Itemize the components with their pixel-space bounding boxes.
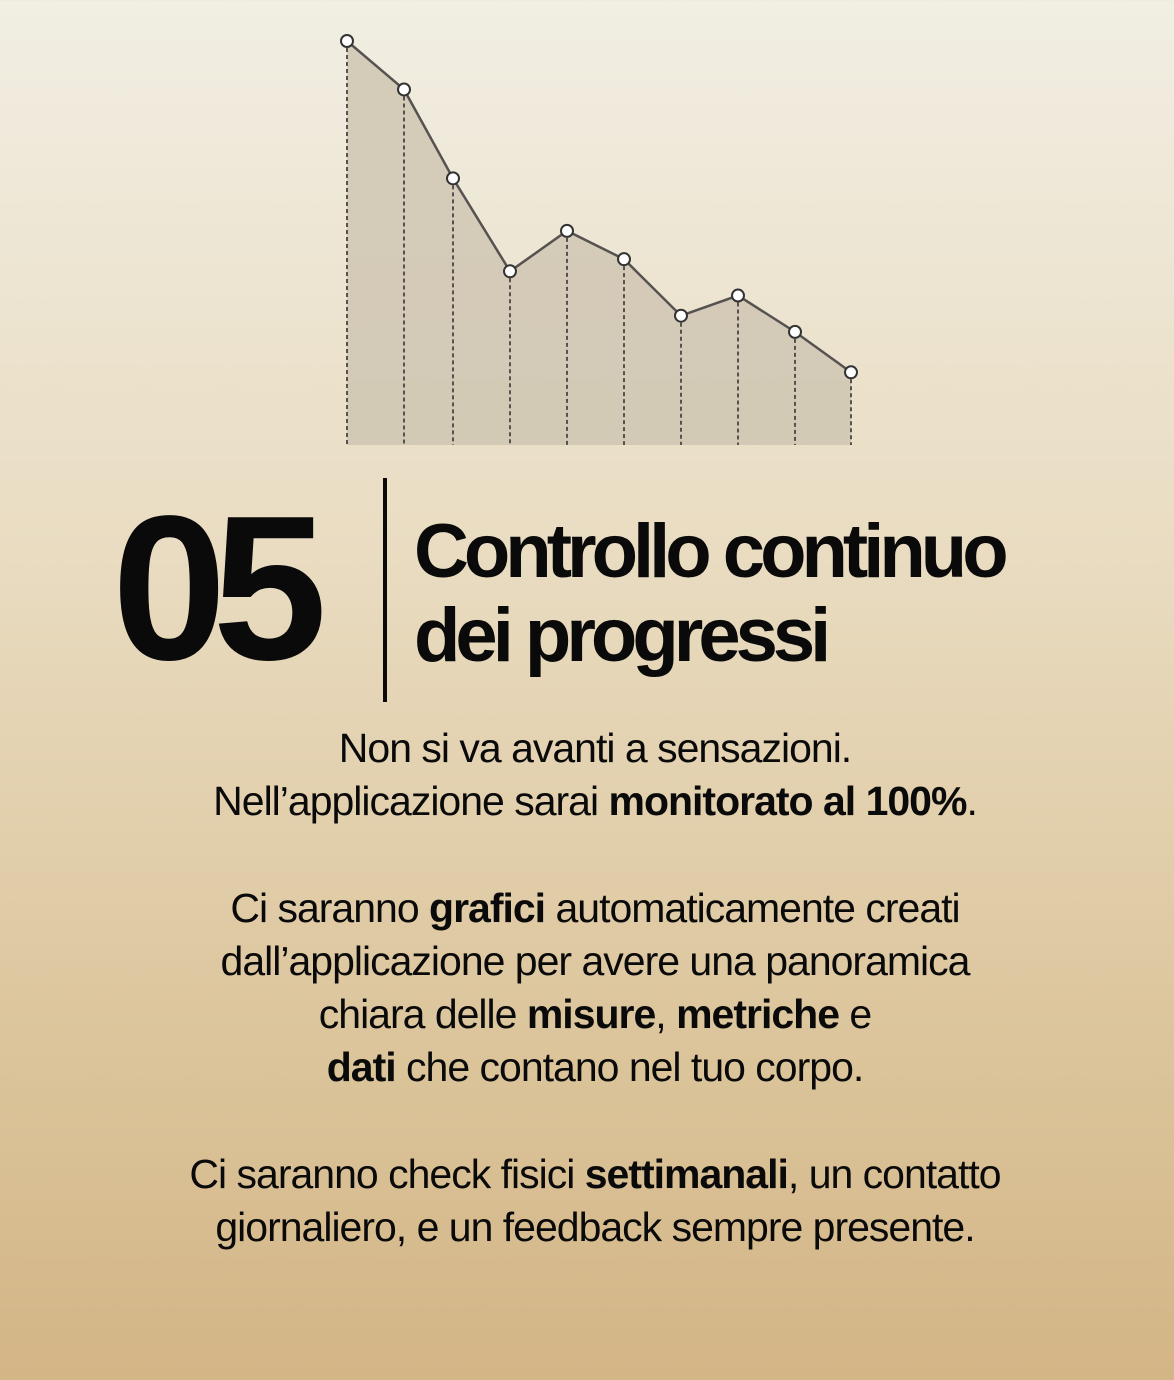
text: Ci saranno check fisici <box>189 1150 585 1197</box>
data-point <box>397 82 411 97</box>
data-point <box>560 223 574 238</box>
data-point <box>340 34 354 48</box>
data-point <box>731 288 745 303</box>
paragraph-2-line-4: dati che contano nel tuo corpo. <box>0 1041 1174 1094</box>
bold-text: grafici <box>429 884 546 931</box>
text: Nell’applicazione sarai <box>213 778 609 825</box>
bold-text: settimanali <box>584 1150 789 1197</box>
text: chiara delle <box>318 991 527 1038</box>
text: , <box>655 991 677 1038</box>
paragraph-2-line-2: dall’applicazione per avere una panorami… <box>220 937 971 984</box>
text: che contano nel tuo corpo. <box>395 1044 864 1091</box>
bold-text: misure <box>526 991 656 1038</box>
paragraph-1-line-2: Nell’applicazione sarai monitorato al 10… <box>0 775 1174 828</box>
data-point <box>617 252 631 267</box>
title-line-1: Controllo continuo <box>414 509 1009 594</box>
chart-line <box>346 40 852 374</box>
data-point <box>446 171 460 186</box>
data-point <box>788 324 802 339</box>
text: , un contatto <box>787 1150 1002 1197</box>
text: automaticamente creati <box>545 884 960 931</box>
paragraph-3-line-2: giornaliero, e un feedback sempre presen… <box>215 1204 975 1251</box>
paragraph-3-line-1: Ci saranno check fisici settimanali, un … <box>0 1148 1174 1201</box>
text: . <box>966 778 977 825</box>
data-point <box>503 264 517 279</box>
title-line-2: dei progressi <box>414 593 831 678</box>
text: Ci saranno <box>230 884 430 931</box>
paragraph-1-line-1: Non si va avanti a sensazioni. <box>338 725 852 771</box>
data-point <box>674 308 688 323</box>
section-title: Controllo continuo dei progressi <box>414 509 1009 678</box>
section-number: 05 <box>112 473 327 703</box>
body-text: Non si va avanti a sensazioni. Nell’appl… <box>0 722 1174 1254</box>
chart-area <box>347 41 851 445</box>
data-point <box>844 365 858 380</box>
vertical-divider <box>383 478 387 702</box>
bold-text: monitorato al 100% <box>608 778 968 825</box>
paragraph-2-line-3: chiara delle misure, metriche e <box>0 988 1174 1041</box>
paragraph-2-line-1: Ci saranno grafici automaticamente creat… <box>0 882 1174 935</box>
progress-chart <box>340 34 858 445</box>
bold-text: dati <box>326 1044 397 1091</box>
text: e <box>839 991 872 1038</box>
bold-text: metriche <box>676 991 840 1038</box>
